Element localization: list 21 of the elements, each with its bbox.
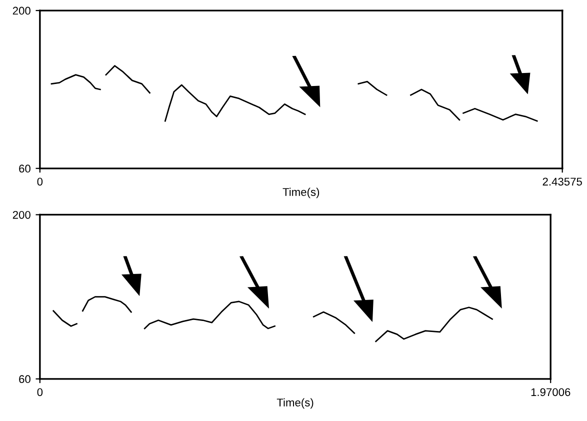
line-series <box>82 296 132 313</box>
line-series <box>52 310 78 327</box>
line-series <box>164 84 306 122</box>
x-tick-label: 0 <box>37 388 43 396</box>
x-tick-label: 2.43575 <box>542 178 582 186</box>
line-series <box>105 65 150 94</box>
x-tick-label: 0 <box>37 178 43 186</box>
y-tick-label: 60 <box>19 375 30 384</box>
line-series <box>312 311 356 334</box>
y-tick-label: 200 <box>12 6 30 15</box>
y-tick-label: 60 <box>19 164 30 173</box>
line-series <box>358 80 388 96</box>
line-series <box>144 300 276 330</box>
line-series <box>410 88 460 121</box>
line-series <box>375 306 493 342</box>
line-series <box>50 74 101 90</box>
x-axis-title: Time(s) <box>276 398 314 409</box>
x-axis-title: Time(s) <box>282 188 320 198</box>
y-tick-label: 200 <box>12 210 30 219</box>
line-series <box>462 108 538 122</box>
x-tick-label: 1.97006 <box>531 388 570 396</box>
